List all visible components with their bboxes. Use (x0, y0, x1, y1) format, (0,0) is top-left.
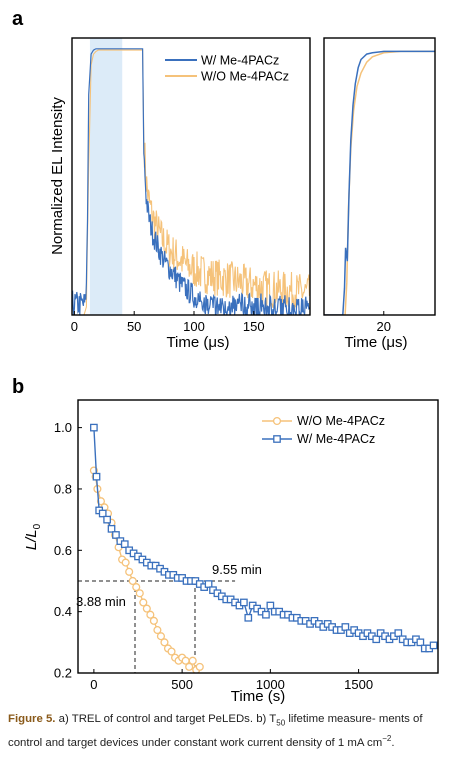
x-tick-label: 0 (71, 319, 78, 334)
panel-label-a: a (12, 8, 24, 30)
data-point-without (153, 626, 162, 635)
figure-caption: Figure 5. a) TREL of control and target … (8, 712, 450, 751)
caption-line-1b: lifetime measure- (285, 713, 376, 725)
caption-superscript: −2 (382, 733, 392, 743)
data-point-with (262, 610, 270, 619)
legend-label-without: W/O Me-4PACz (201, 70, 289, 84)
x-tick-label: 50 (127, 319, 141, 334)
b-y-tick-label: 0.4 (54, 604, 72, 619)
zoom-series-line-with (324, 50, 435, 315)
data-point-without (139, 598, 148, 607)
data-point-without (135, 589, 144, 598)
x-tick-label: 150 (243, 319, 265, 334)
data-point-with (244, 613, 253, 622)
data-point-without (156, 632, 165, 641)
panel-a-main-plot: 0 50 100 150 Time (μs) Normalized EL Intens… (49, 37, 311, 351)
caption-subscript: 50 (276, 718, 286, 728)
b-x-tick-label: 500 (171, 677, 193, 692)
panel-a-legend: W/ Me-4PACz W/O Me-4PACz (165, 54, 289, 84)
b-y-tick-label: 0.6 (54, 543, 72, 558)
data-point-with (394, 629, 403, 637)
data-point-with (372, 635, 381, 644)
b-x-tick-label: 1500 (344, 677, 373, 692)
caption-label: Figure 5. (8, 713, 56, 725)
data-point-with (92, 472, 101, 481)
data-point-without (167, 647, 176, 656)
data-point-with (120, 540, 129, 549)
b-series-line-without (93, 470, 201, 672)
annotation-9-55-min: 9.55 min (212, 562, 262, 577)
caption-line-2: ments of control and target devices unde… (8, 713, 423, 749)
data-point-with (341, 623, 350, 631)
annotation-3-88-min: 3.88 min (76, 594, 126, 609)
data-point-without (188, 656, 197, 665)
legend-marker-without-b (272, 416, 282, 426)
panel-b-legend: W/O Me-4PACz W/ Me-4PACz (262, 414, 385, 446)
caption-line-3b: . (391, 736, 395, 749)
panel-b-y-axis-label: L/L0 (23, 523, 43, 550)
data-point-without (121, 558, 130, 567)
data-point-without (160, 638, 169, 647)
b-x-tick-label: 0 (90, 677, 97, 692)
panel-b-x-axis-label: Time (s) (231, 688, 285, 705)
data-point-with (416, 638, 425, 647)
legend-label-with-b: W/ Me-4PACz (297, 432, 375, 446)
data-point-without (125, 567, 134, 576)
caption-line-3: of 1 mA cm (325, 736, 383, 749)
data-point-without (149, 616, 158, 625)
b-y-tick-label: 1.0 (54, 420, 72, 435)
panel-a-zoom-frame (323, 37, 436, 316)
x-tick-label: 100 (183, 319, 205, 334)
data-point-without (146, 610, 155, 619)
b-y-tick-label: 0.8 (54, 481, 72, 496)
panel-b-plot: 0 500 1000 1500 0.2 0.4 0.6 0.8 1.0 Time (s) L/L… (23, 399, 439, 705)
pulse-window-shade (89, 38, 123, 315)
data-point-without (195, 662, 204, 671)
panel-a-x-axis-label: Time (μs) (166, 334, 229, 351)
data-point-without (142, 604, 151, 613)
figure-canvas: a b 0 50 100 150 Time (μs) Normalized EL In… (12, 8, 439, 705)
panel-a-y-axis-label: Normalized EL Intensity (49, 97, 66, 255)
data-point-without (128, 576, 137, 586)
data-point-with (429, 641, 438, 650)
panel-label-b: b (12, 376, 24, 398)
zoom-x-tick-label: 20 (377, 319, 391, 334)
data-point-with (204, 580, 213, 588)
caption-line-1: a) TREL of control and target PeLEDs. b)… (58, 713, 277, 725)
data-point-with (266, 601, 275, 610)
series-line-with (72, 48, 310, 315)
series-line-without (72, 49, 310, 315)
legend-label-without-b: W/O Me-4PACz (297, 414, 385, 428)
data-point-without (185, 662, 194, 671)
data-point-with (103, 515, 111, 524)
legend-label-with: W/ Me-4PACz (201, 54, 279, 68)
panel-a-zoom-plot: 20 Time (μs) (323, 37, 436, 351)
data-point-with (112, 531, 120, 539)
data-point-without (132, 583, 141, 592)
data-point-with (107, 524, 116, 533)
b-x-tick-label: 1000 (256, 677, 285, 692)
legend-marker-with-b (273, 435, 281, 443)
panel-b-frame (77, 399, 439, 674)
zoom-series-line-without (324, 50, 435, 315)
panel-a-zoom-x-axis-label: Time (μs) (344, 334, 407, 351)
data-point-with (98, 509, 107, 518)
data-point-with (240, 598, 248, 607)
data-point-with (90, 423, 98, 432)
b-y-tick-label: 0.2 (54, 666, 72, 681)
panel-a-frame (71, 37, 311, 316)
